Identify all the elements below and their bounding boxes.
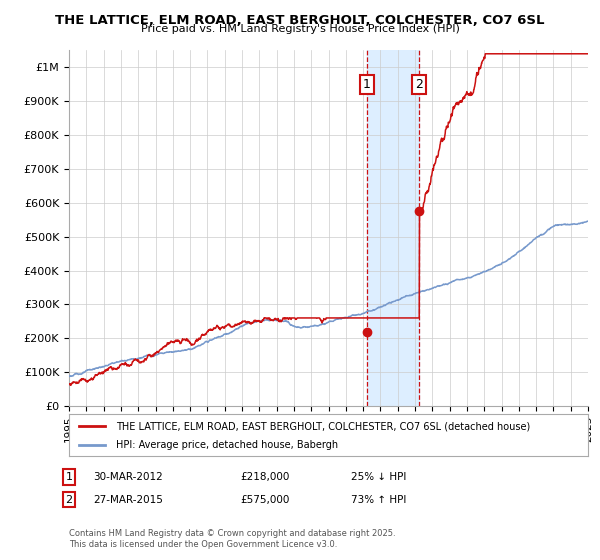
Text: This data is licensed under the Open Government Licence v3.0.: This data is licensed under the Open Gov… [69,540,337,549]
Text: 1: 1 [65,472,73,482]
Text: £575,000: £575,000 [240,494,289,505]
Text: Contains HM Land Registry data © Crown copyright and database right 2025.: Contains HM Land Registry data © Crown c… [69,529,395,538]
Text: 73% ↑ HPI: 73% ↑ HPI [351,494,406,505]
Bar [367,50,419,406]
Text: 2: 2 [415,78,423,91]
Text: 30-MAR-2012: 30-MAR-2012 [93,472,163,482]
Text: £218,000: £218,000 [240,472,289,482]
Text: Price paid vs. HM Land Registry's House Price Index (HPI): Price paid vs. HM Land Registry's House … [140,24,460,34]
Text: 25% ↓ HPI: 25% ↓ HPI [351,472,406,482]
Text: 1: 1 [363,78,371,91]
Text: HPI: Average price, detached house, Babergh: HPI: Average price, detached house, Babe… [116,440,338,450]
Text: 2: 2 [65,494,73,505]
Text: 27-MAR-2015: 27-MAR-2015 [93,494,163,505]
Text: THE LATTICE, ELM ROAD, EAST BERGHOLT, COLCHESTER, CO7 6SL: THE LATTICE, ELM ROAD, EAST BERGHOLT, CO… [55,14,545,27]
Text: THE LATTICE, ELM ROAD, EAST BERGHOLT, COLCHESTER, CO7 6SL (detached house): THE LATTICE, ELM ROAD, EAST BERGHOLT, CO… [116,421,530,431]
